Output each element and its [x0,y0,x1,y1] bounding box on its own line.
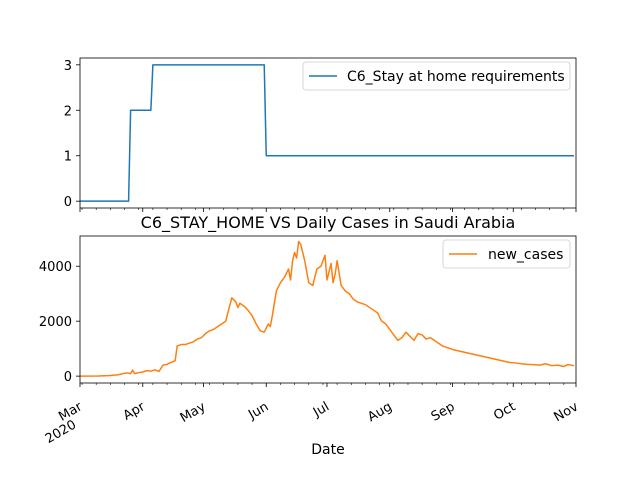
new-cases-axes-frame [79,235,577,384]
stay-home-y-tick-label: 2 [64,104,72,119]
stay-home-y-ticks: 0 1 2 3 [64,59,80,210]
stay-home-legend: C6_Stay at home requirements [302,61,571,91]
stay-home-y-tick-label: 3 [64,59,72,74]
new-cases-series-group [79,240,575,377]
x-axis-label: Date [311,442,344,458]
new-cases-legend: new_cases [442,239,571,269]
new-cases-legend-label: new_cases [488,247,563,263]
x-tick-label: Jul [310,399,332,420]
new-cases-y-tick-label: 4000 [39,260,72,275]
new-cases-line [79,240,575,377]
stay-home-x-ticks [79,208,577,212]
stay-home-y-tick-label: 1 [64,150,72,165]
new-cases-y-tick-label: 2000 [39,315,72,330]
stay-home-y-tick-label: 0 [64,195,72,210]
stay-home-axes-frame [79,57,577,209]
stay-home-series-group [80,64,574,202]
figure-title: C6_STAY_HOME VS Daily Cases in Saudi Ara… [141,213,516,233]
new-cases-y-ticks: 0 2000 4000 [39,260,80,385]
stay-home-panel: 0 1 2 3 C6_Stay at home requirements [64,57,577,212]
stay-home-legend-box [302,61,571,91]
stay-home-line [80,64,574,202]
new-cases-y-tick-label: 0 [64,370,72,385]
new-cases-legend-box [442,239,571,269]
stay-home-legend-label: C6_Stay at home requirements [347,69,565,85]
